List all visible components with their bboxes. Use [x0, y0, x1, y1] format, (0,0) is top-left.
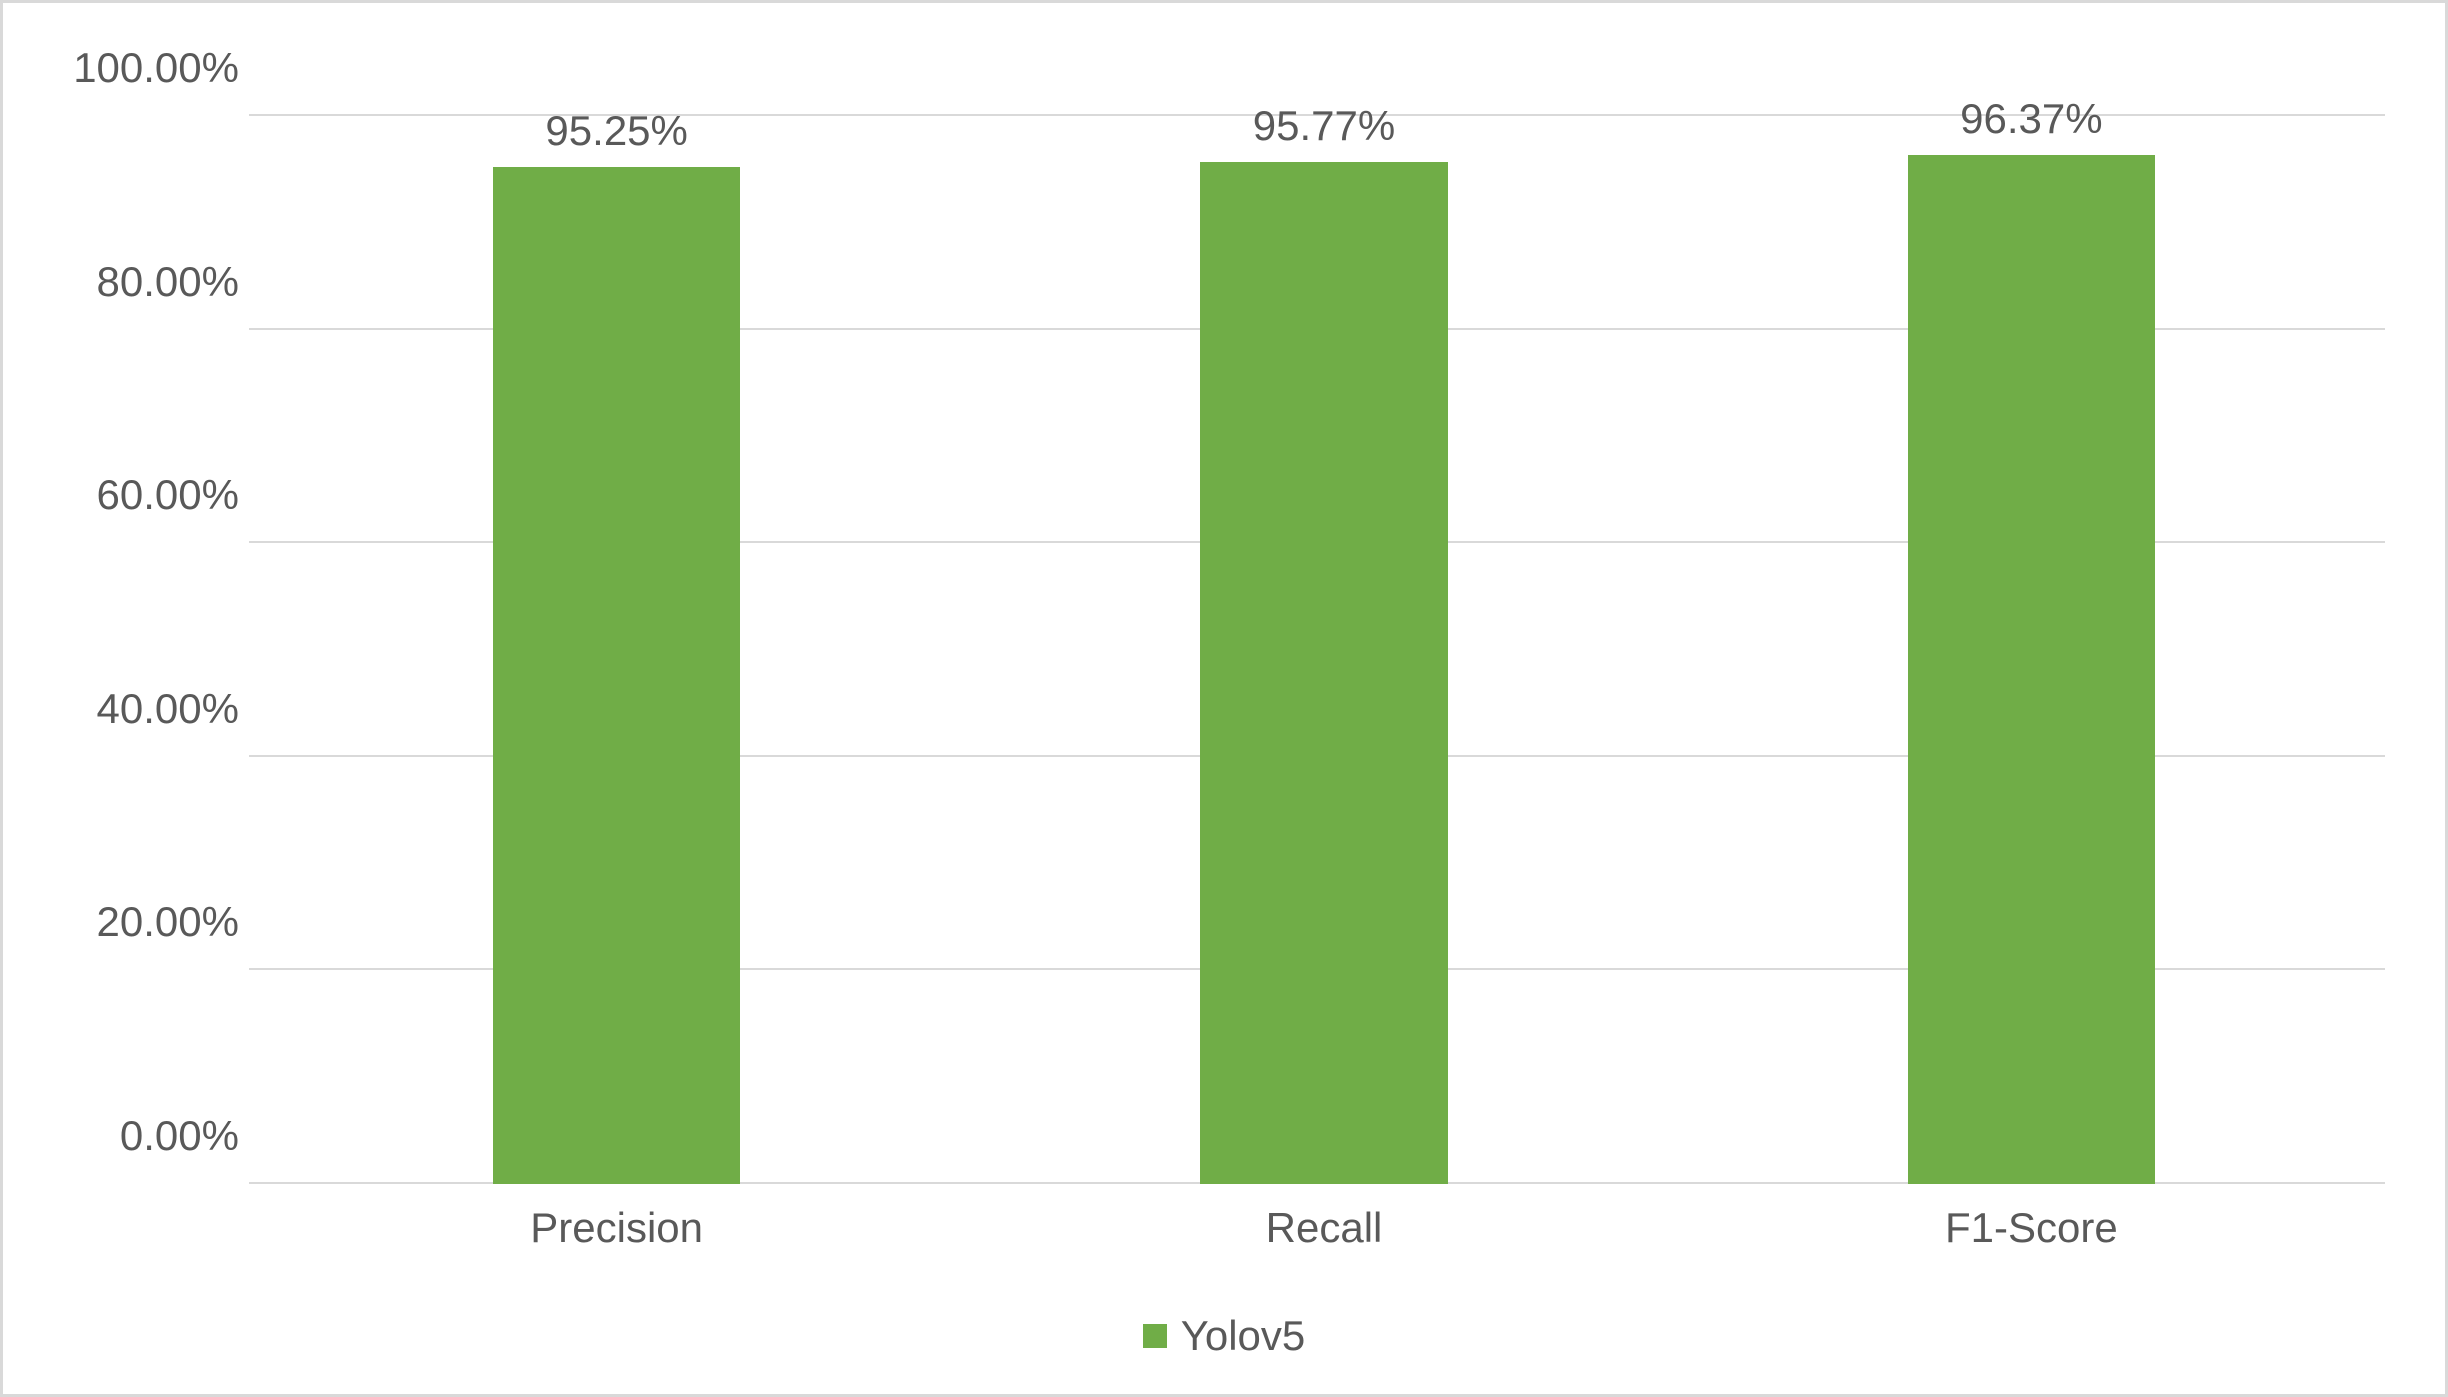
y-axis-label: 40.00% [97, 685, 263, 733]
y-axis-label: 60.00% [97, 471, 263, 519]
bar-precision: 95.25% [493, 167, 741, 1184]
y-tick [249, 114, 263, 116]
bar-value-label: 96.37% [1960, 95, 2102, 155]
x-axis-label: F1-Score [1945, 1184, 2118, 1252]
x-axis-label: Precision [530, 1184, 703, 1252]
legend-swatch [1143, 1324, 1167, 1348]
y-tick [249, 968, 263, 970]
y-tick [249, 328, 263, 330]
y-tick [249, 755, 263, 757]
y-axis-label: 80.00% [97, 258, 263, 306]
bar-recall: 95.77% [1200, 162, 1448, 1184]
x-axis-label: Recall [1266, 1184, 1383, 1252]
y-axis-label: 20.00% [97, 898, 263, 946]
chart-container: 0.00% 20.00% 40.00% 60.00% 80.00% 100.00% 95.2… [0, 0, 2448, 1397]
y-axis-label: 0.00% [120, 1112, 263, 1160]
y-tick [249, 1182, 263, 1184]
bar-value-label: 95.77% [1253, 102, 1395, 162]
bar-value-label: 95.25% [545, 107, 687, 167]
y-tick [249, 541, 263, 543]
y-axis-label: 100.00% [73, 44, 263, 92]
legend-label: Yolov5 [1181, 1312, 1306, 1360]
legend: Yolov5 [3, 1312, 2445, 1360]
plot-area: 0.00%20.00%40.00%60.00%80.00%100.00%95.2… [263, 63, 2385, 1184]
bar-f1-score: 96.37% [1908, 155, 2156, 1184]
